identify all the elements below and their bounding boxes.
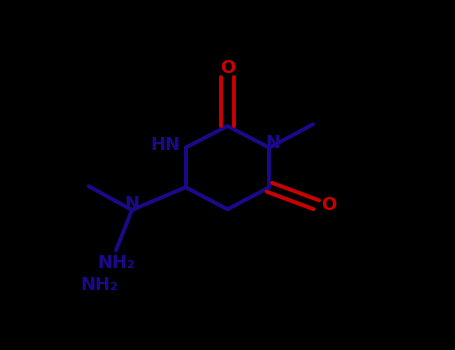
Text: NH₂: NH₂ xyxy=(97,254,135,272)
Text: HN: HN xyxy=(150,136,180,154)
Text: NH₂: NH₂ xyxy=(80,276,118,294)
Text: N: N xyxy=(125,195,139,213)
Text: O: O xyxy=(321,196,337,214)
Text: N: N xyxy=(266,134,280,153)
Text: O: O xyxy=(220,59,235,77)
